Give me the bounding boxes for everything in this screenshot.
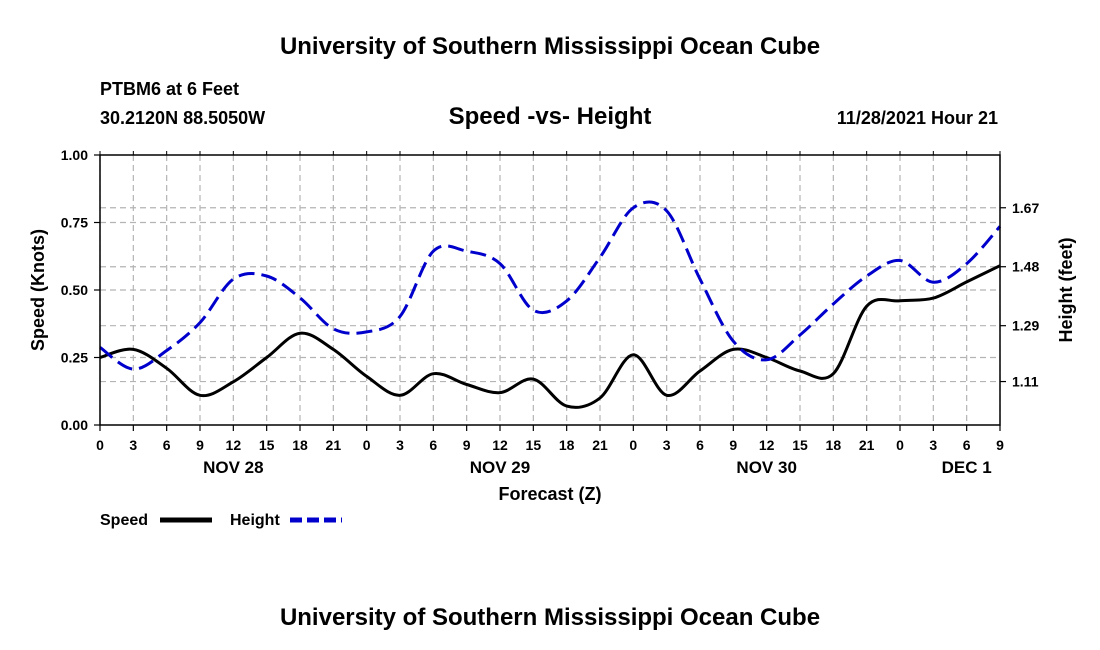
station-coords: 30.2120N 88.5050W: [100, 108, 265, 128]
y2-tick-label: 1.67: [1012, 200, 1039, 216]
x-tick-label: 12: [759, 437, 775, 453]
y-tick-label: 0.75: [61, 215, 88, 231]
x-tick-label: 6: [963, 437, 971, 453]
y-tick-label: 1.00: [61, 147, 88, 163]
x-tick-label: 0: [629, 437, 637, 453]
grid-lines: [99, 155, 1001, 425]
x-tick-label: 21: [859, 437, 875, 453]
chart-subtitle: Speed -vs- Height: [449, 103, 652, 130]
y2-tick-label: 1.11: [1012, 374, 1039, 390]
x-tick-label: 3: [663, 437, 671, 453]
date-label: NOV 30: [736, 458, 796, 477]
legend-speed-label: Speed: [100, 512, 148, 529]
chart-main-title: University of Southern Mississippi Ocean…: [280, 33, 820, 60]
station-name: PTBM6 at 6 Feet: [100, 79, 239, 99]
x-tick-label: 18: [292, 437, 308, 453]
x-tick-label: 6: [696, 437, 704, 453]
series-line-speed: [99, 264, 1001, 409]
x-tick-label: 0: [96, 437, 104, 453]
y2-tick-label: 1.29: [1012, 318, 1039, 334]
x-tick-label: 15: [526, 437, 542, 453]
series-lines: [99, 200, 1002, 409]
axes: 0 3 6 9 12 15 18 21 0 3 6 9 12 15 18 21 0 3 6 9 12 15 18 21 0 3 6 9…: [61, 147, 1040, 477]
x-tick-label: 6: [163, 437, 171, 453]
x-tick-label: 21: [326, 437, 342, 453]
x-tick-label: 15: [792, 437, 808, 453]
x-tick-label: 9: [996, 437, 1004, 453]
x-tick-label: 18: [559, 437, 575, 453]
date-label: NOV 28: [203, 458, 263, 477]
forecast-datetime: 11/28/2021 Hour 21: [837, 108, 998, 128]
x-tick-label: 12: [226, 437, 242, 453]
x-tick-label: 9: [463, 437, 471, 453]
y-tick-label: 0.00: [61, 417, 88, 433]
x-tick-label: 18: [826, 437, 842, 453]
x-tick-label: 21: [592, 437, 608, 453]
date-label: DEC 1: [942, 458, 992, 477]
y-axis-label: Speed (Knots): [28, 229, 48, 351]
x-tick-label: 15: [259, 437, 275, 453]
y-tick-label: 0.50: [61, 282, 88, 298]
x-tick-label: 9: [729, 437, 737, 453]
footer-title: University of Southern Mississippi Ocean…: [280, 604, 820, 631]
x-tick-label: 3: [129, 437, 137, 453]
legend-height-label: Height: [230, 512, 280, 529]
x-tick-label: 9: [196, 437, 204, 453]
y2-axis-label: Height (feet): [1056, 238, 1076, 343]
series-line-height: [99, 200, 1002, 371]
x-axis-label: Forecast (Z): [498, 484, 601, 504]
x-tick-label: 0: [896, 437, 904, 453]
x-tick-label: 0: [363, 437, 371, 453]
y2-tick-label: 1.48: [1012, 259, 1039, 275]
y-tick-label: 0.25: [61, 350, 88, 366]
legend: Speed Height: [100, 512, 342, 529]
x-tick-label: 6: [429, 437, 437, 453]
x-tick-label: 12: [492, 437, 508, 453]
x-tick-label: 3: [396, 437, 404, 453]
x-tick-label: 3: [929, 437, 937, 453]
date-label: NOV 29: [470, 458, 530, 477]
